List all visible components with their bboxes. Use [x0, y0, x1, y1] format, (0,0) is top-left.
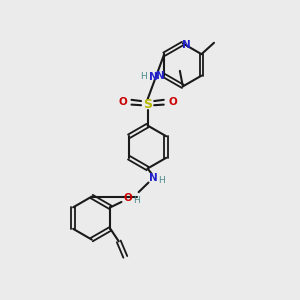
Text: O: O: [168, 97, 177, 107]
Text: H: H: [158, 176, 165, 185]
Text: O: O: [118, 97, 127, 107]
Text: N: N: [182, 40, 191, 50]
Text: N: N: [148, 173, 158, 183]
Text: H: H: [134, 196, 140, 205]
Text: O: O: [123, 193, 132, 203]
Text: H: H: [140, 72, 147, 81]
Text: N: N: [148, 72, 157, 82]
Text: S: S: [143, 98, 152, 111]
Text: N: N: [156, 70, 165, 81]
